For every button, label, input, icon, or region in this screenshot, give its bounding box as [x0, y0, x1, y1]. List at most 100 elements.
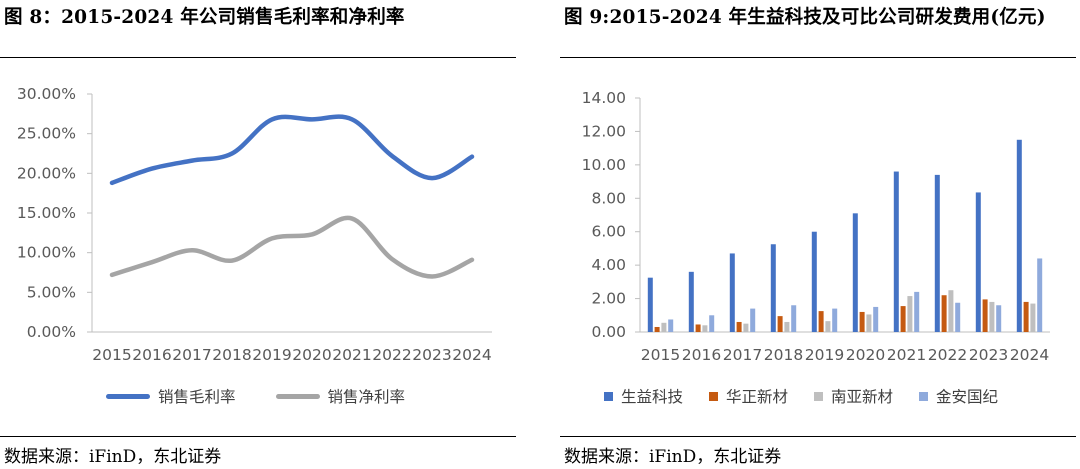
- x-tick-label: 2024: [1010, 346, 1049, 364]
- legend-swatch: [604, 391, 613, 401]
- legend-swatch: [106, 393, 150, 399]
- bar-2: [941, 295, 947, 332]
- bar-1: [852, 213, 858, 332]
- bar-chart-legend: 生益科技 华正新材 南亚新材 金安国纪: [604, 385, 998, 407]
- x-tick-label: 2016: [132, 346, 171, 364]
- legend-swatch: [919, 391, 929, 401]
- x-tick-label: 2019: [252, 346, 291, 364]
- bar-1: [729, 253, 735, 332]
- legend-swatch: [709, 391, 719, 401]
- bar-4: [668, 319, 674, 332]
- x-tick-label: 2015: [92, 346, 131, 364]
- bar-3: [825, 321, 831, 332]
- bar-1: [893, 171, 899, 332]
- bar-1: [770, 244, 776, 332]
- bar-2: [982, 299, 988, 332]
- bar-2: [900, 306, 906, 332]
- bar-3: [661, 322, 667, 332]
- x-tick-label: 2019: [805, 346, 844, 364]
- x-tick-label: 2021: [332, 346, 371, 364]
- bar-3: [1030, 303, 1036, 332]
- legend-item: 金安国纪: [919, 385, 998, 407]
- chart-title: 图 8：2015-2024 年公司销售毛利率和净利率: [4, 7, 405, 28]
- y-tick-label: 0.00%: [27, 323, 76, 341]
- legend-label: 销售毛利率: [158, 388, 236, 406]
- bar-1: [811, 231, 817, 332]
- chart-panel-margin-rates: 图 8：2015-2024 年公司销售毛利率和净利率 30.00% 25.00% 2…: [0, 0, 520, 469]
- x-tick-label: 2016: [682, 346, 721, 364]
- source-note: 数据来源：iFinD，东北证券: [4, 447, 222, 467]
- bar-4: [750, 308, 756, 332]
- y-tick-label: 12.00: [582, 122, 626, 140]
- bar-4: [996, 305, 1002, 332]
- bottom-rule: [560, 436, 1076, 437]
- y-tick-label: 30.00%: [17, 85, 76, 103]
- legend-item: 销售毛利率: [106, 385, 236, 407]
- bar-1: [934, 174, 940, 332]
- x-tick-label: 2024: [452, 346, 491, 364]
- legend-label: 南亚新材: [831, 388, 894, 406]
- legend-label: 华正新材: [726, 388, 789, 406]
- x-tick-label: 2022: [372, 346, 411, 364]
- x-tick-label: 2023: [412, 346, 451, 364]
- bar-1: [1016, 139, 1022, 332]
- bar-1: [647, 277, 653, 332]
- x-tick-label: 2021: [887, 346, 926, 364]
- y-tick-label: 0.00: [591, 323, 626, 341]
- y-tick-label: 2.00: [591, 290, 626, 308]
- top-rule: [560, 57, 1076, 58]
- x-tick-label: 2018: [764, 346, 803, 364]
- x-tick-label: 2023: [969, 346, 1008, 364]
- legend-item: 销售净利率: [275, 385, 405, 407]
- bar-2: [777, 316, 783, 332]
- y-tick-label: 5.00%: [27, 283, 76, 301]
- y-tick-label: 6.00: [591, 223, 626, 241]
- bar-4: [873, 306, 879, 332]
- legend-swatch: [814, 391, 824, 401]
- y-tick-label: 10.00%: [17, 244, 76, 262]
- x-tick-label: 2018: [212, 346, 251, 364]
- bar-2: [859, 311, 865, 332]
- x-tick-label: 2017: [723, 346, 762, 364]
- bar-3: [948, 290, 954, 332]
- chart-panel-rd-expense: 图 9:2015-2024 年生益科技及可比公司研发费用(亿元) 14.00 12…: [560, 0, 1080, 469]
- bar-4: [914, 291, 920, 332]
- y-tick-label: 8.00: [591, 189, 626, 207]
- legend-label: 生益科技: [621, 388, 684, 406]
- legend-item: 生益科技: [604, 385, 683, 407]
- bar-3: [989, 301, 995, 332]
- bar-3: [743, 323, 749, 332]
- bar-4: [832, 308, 838, 332]
- bar-4: [955, 302, 961, 332]
- legend-item: 南亚新材: [814, 385, 893, 407]
- legend-label: 金安国纪: [936, 388, 999, 406]
- bar-4: [791, 305, 797, 332]
- y-tick-label: 15.00%: [17, 204, 76, 222]
- bar-4: [1037, 258, 1043, 332]
- bar-2: [818, 311, 824, 332]
- y-tick-label: 25.00%: [17, 125, 76, 143]
- line-chart: 30.00% 25.00% 20.00% 15.00% 10.00% 5.00% 0.00%…: [17, 85, 492, 364]
- bar-1: [975, 192, 981, 332]
- line-chart-legend: 销售毛利率 销售净利率: [106, 385, 405, 407]
- y-tick-label: 4.00: [591, 256, 626, 274]
- bar-3: [702, 325, 708, 332]
- y-tick-label: 14.00: [582, 89, 626, 107]
- series-line-1: [109, 114, 475, 186]
- bar-2: [654, 326, 660, 332]
- bottom-rule: [0, 436, 516, 437]
- series-line-2: [109, 215, 475, 279]
- bar-3: [784, 321, 790, 332]
- legend-item: 华正新材: [709, 385, 788, 407]
- top-rule: [0, 57, 516, 58]
- bar-1: [688, 271, 694, 332]
- x-tick-label: 2022: [928, 346, 967, 364]
- y-tick-label: 10.00: [582, 156, 626, 174]
- bar-3: [866, 314, 872, 332]
- x-tick-label: 2015: [641, 346, 680, 364]
- chart-title: 图 9:2015-2024 年生益科技及可比公司研发费用(亿元): [564, 7, 1046, 28]
- legend-swatch: [275, 393, 320, 399]
- source-note: 数据来源：iFinD，东北证券: [564, 447, 782, 467]
- bar-3: [907, 296, 913, 332]
